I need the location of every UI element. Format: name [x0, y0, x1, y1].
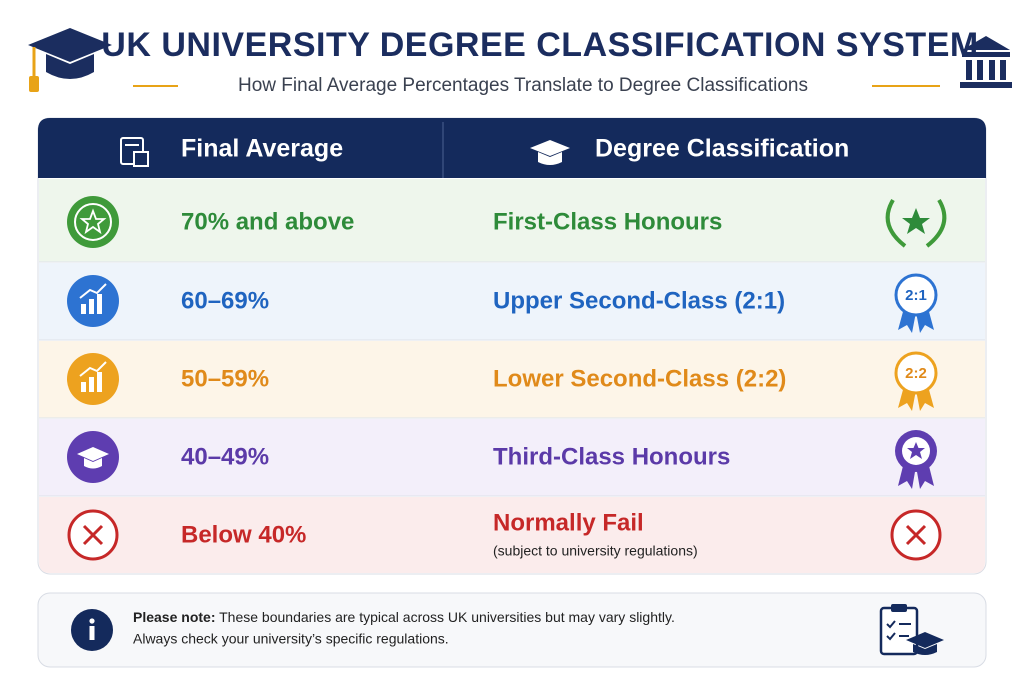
- classification: First-Class Honours: [493, 208, 722, 235]
- average: 60–69%: [181, 287, 269, 314]
- note-line: Always check your university’s specific …: [133, 631, 449, 647]
- classification-detail: (subject to university regulations): [493, 543, 698, 559]
- cap-small-icon: [530, 140, 570, 165]
- row-icon: [81, 372, 102, 392]
- average: 40–49%: [181, 443, 269, 470]
- badge: [894, 273, 938, 317]
- note-line: These boundaries are typical across UK u…: [219, 609, 675, 625]
- row-icon: [74, 203, 112, 241]
- info-icon: [89, 626, 95, 640]
- laurel-icon: [885, 198, 947, 248]
- classification: Lower Second-Class (2:2): [493, 365, 786, 392]
- bank-icon: [960, 36, 1012, 88]
- row-bg: [39, 341, 985, 418]
- title: UK UNIVERSITY DEGREE CLASSIFICATION SYST…: [101, 26, 978, 64]
- cap-icon: [28, 28, 112, 92]
- info-icon: [89, 618, 95, 624]
- row-bg: [39, 419, 985, 496]
- column-header: Final Average: [181, 135, 343, 163]
- note-label: Please note:: [133, 609, 215, 625]
- classification: Upper Second-Class (2:1): [493, 287, 785, 314]
- classification: Third-Class Honours: [493, 443, 730, 470]
- row-bg: [39, 497, 985, 573]
- row-icon: [82, 524, 104, 546]
- average: 50–59%: [181, 365, 269, 392]
- row-icon: [84, 458, 102, 469]
- fail-icon: [905, 524, 927, 546]
- row-icon: [79, 208, 107, 235]
- badge-label: 2:1: [905, 287, 927, 304]
- badge: [907, 442, 925, 459]
- subtitle: How Final Average Percentages Translate …: [238, 75, 808, 96]
- row-icon: [77, 447, 109, 461]
- average: 70% and above: [181, 208, 354, 235]
- note-text: Please note: These boundaries are typica…: [133, 609, 675, 625]
- table-header: [38, 118, 986, 178]
- classification: Normally Fail: [493, 509, 644, 536]
- row-icon: [79, 361, 107, 377]
- average: Below 40%: [181, 521, 306, 548]
- row-icon: [81, 294, 102, 314]
- clipboard-icon: [879, 604, 944, 656]
- note-box: Please note: These boundaries are typica…: [37, 592, 987, 668]
- row-icon: [79, 283, 107, 299]
- note-frame: [37, 592, 987, 668]
- column-header: Degree Classification: [595, 135, 849, 163]
- badge-label: 2:2: [905, 365, 927, 382]
- row-bg: [39, 263, 985, 340]
- table: Final Average Degree Classification 70% …: [37, 117, 987, 575]
- badge: [894, 351, 938, 395]
- row-bg: [39, 179, 985, 262]
- calc-icon: [120, 137, 149, 167]
